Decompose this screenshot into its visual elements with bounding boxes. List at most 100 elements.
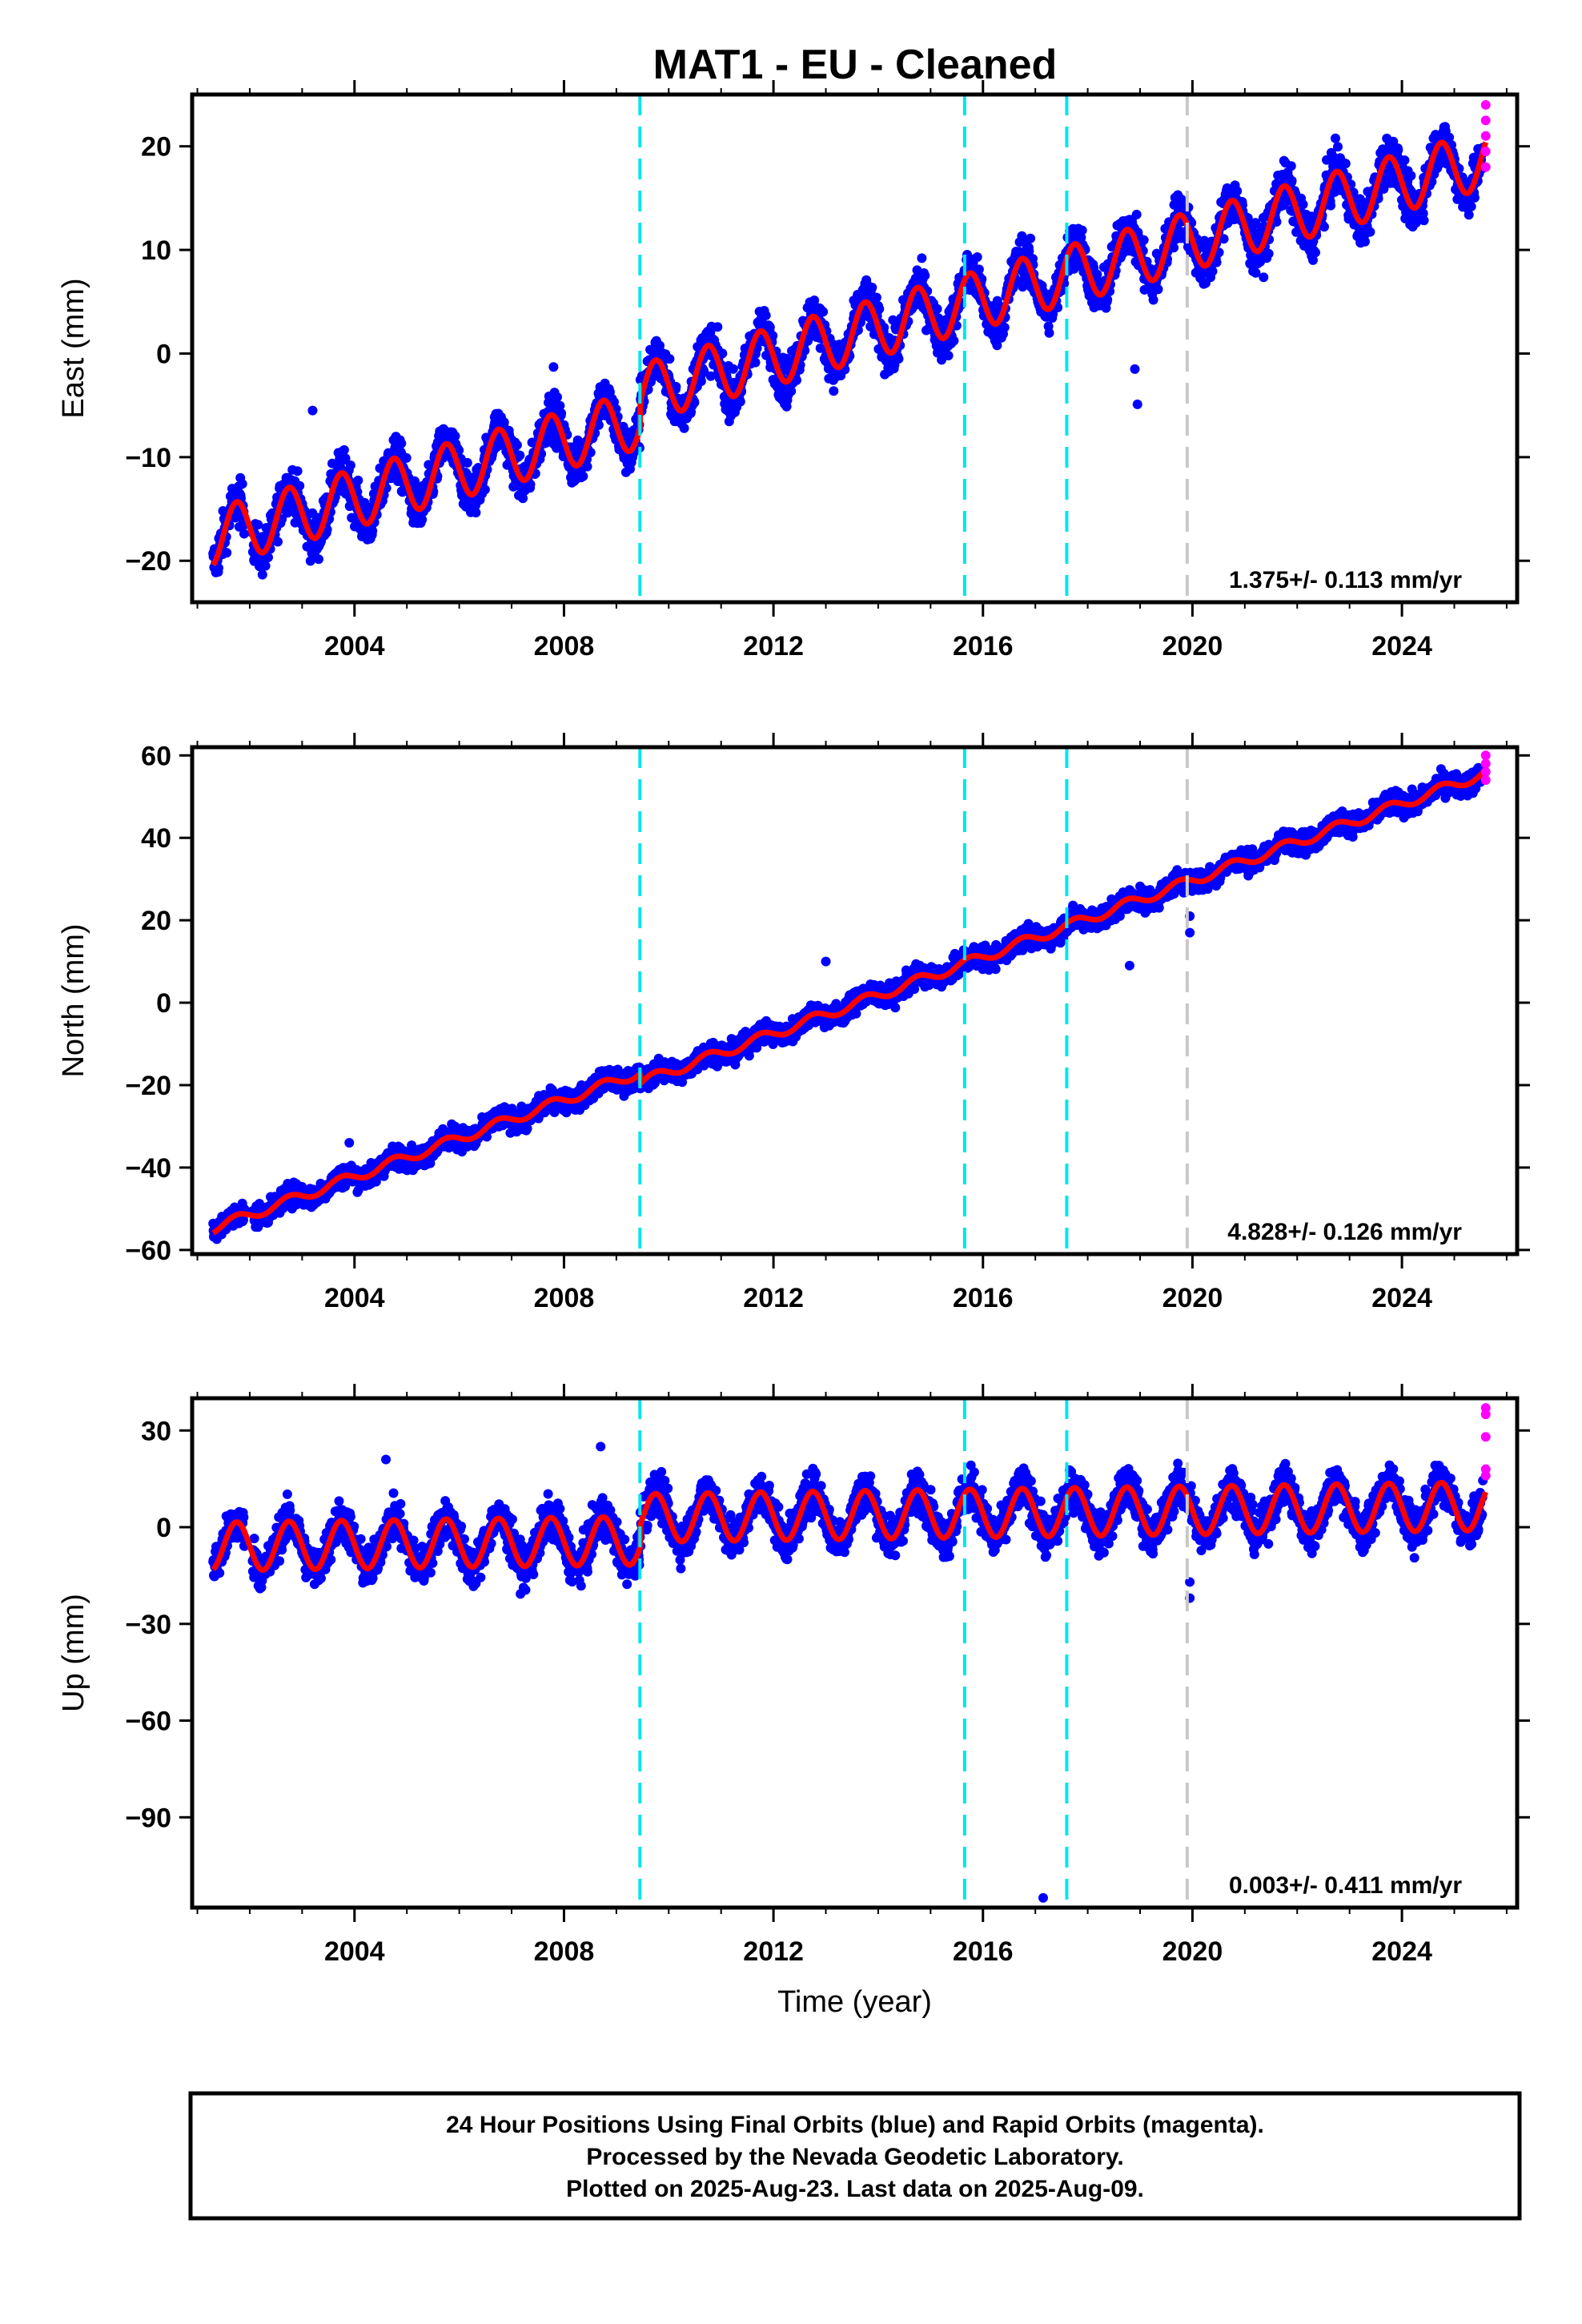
data-point bbox=[1077, 225, 1087, 235]
x-tick-label: 2020 bbox=[1162, 631, 1223, 661]
y-tick-label: −10 bbox=[125, 443, 171, 473]
data-point bbox=[512, 440, 522, 450]
data-point bbox=[480, 485, 490, 495]
data-point bbox=[1287, 175, 1297, 186]
data-point bbox=[1232, 186, 1243, 196]
x-tick-label: 2024 bbox=[1371, 631, 1432, 661]
data-point bbox=[260, 561, 271, 571]
data-point bbox=[582, 461, 592, 472]
x-tick-label: 2008 bbox=[534, 631, 595, 661]
data-point bbox=[871, 292, 881, 303]
x-tick-label: 2024 bbox=[1371, 1283, 1432, 1313]
y-tick-label: −20 bbox=[125, 546, 171, 577]
data-point bbox=[750, 357, 761, 368]
data-point bbox=[1138, 235, 1149, 245]
data-point bbox=[239, 529, 249, 539]
velocity-label: 1.375+/- 0.113 mm/yr bbox=[1229, 567, 1462, 593]
data-point bbox=[401, 452, 412, 463]
x-tick-label: 2020 bbox=[1162, 1283, 1223, 1313]
data-point bbox=[1092, 269, 1102, 279]
data-point bbox=[893, 354, 904, 364]
data-point bbox=[314, 554, 323, 565]
data-point bbox=[920, 271, 930, 281]
data-point bbox=[1319, 222, 1329, 232]
data-point bbox=[1393, 145, 1403, 155]
x-tick-label: 2008 bbox=[534, 1283, 595, 1313]
y-tick-label: 40 bbox=[141, 823, 171, 854]
data-point bbox=[689, 397, 700, 408]
data-point bbox=[728, 364, 738, 374]
data-point bbox=[1326, 200, 1336, 211]
data-point bbox=[1365, 227, 1375, 237]
data-point bbox=[665, 354, 675, 364]
y-tick-label: 0 bbox=[156, 339, 171, 369]
data-point bbox=[735, 396, 745, 407]
data-point bbox=[671, 381, 681, 392]
data-point bbox=[555, 400, 565, 411]
x-tick-label: 2004 bbox=[324, 1283, 385, 1313]
data-point bbox=[1469, 192, 1480, 203]
data-point bbox=[1207, 266, 1218, 276]
data-point bbox=[679, 423, 689, 433]
y-tick-label: 10 bbox=[141, 235, 171, 266]
y-tick-label: −60 bbox=[125, 1236, 171, 1266]
data-point bbox=[1331, 133, 1340, 143]
data-point bbox=[1131, 209, 1142, 219]
data-point bbox=[499, 417, 509, 428]
data-point bbox=[525, 479, 536, 489]
data-point bbox=[696, 376, 706, 386]
data-point bbox=[556, 408, 567, 418]
data-point bbox=[932, 304, 942, 314]
y-axis-label: East (mm) bbox=[57, 278, 90, 418]
y-tick-label: 20 bbox=[141, 132, 171, 163]
outlier-point bbox=[1132, 399, 1142, 409]
x-tick-label: 2016 bbox=[953, 631, 1014, 661]
data-point bbox=[237, 479, 247, 489]
data-point bbox=[367, 526, 378, 536]
data-point bbox=[518, 493, 528, 504]
data-point bbox=[972, 252, 982, 262]
data-point bbox=[818, 307, 829, 317]
data-point bbox=[1153, 284, 1163, 295]
data-point bbox=[1464, 210, 1474, 220]
data-point bbox=[471, 508, 481, 518]
data-point bbox=[1340, 159, 1351, 169]
data-point bbox=[765, 322, 775, 332]
x-tick-label: 2012 bbox=[743, 1283, 804, 1313]
data-point bbox=[339, 444, 349, 455]
data-point bbox=[713, 322, 723, 332]
data-point bbox=[253, 520, 263, 530]
y-tick-label: −20 bbox=[125, 1071, 171, 1101]
data-point bbox=[917, 253, 927, 263]
outlier-point bbox=[307, 405, 318, 416]
data-point bbox=[340, 453, 351, 464]
x-tick-label: 2012 bbox=[743, 631, 804, 661]
data-point bbox=[1044, 328, 1054, 338]
data-point bbox=[1360, 236, 1370, 247]
data-point bbox=[345, 460, 355, 470]
data-point bbox=[761, 310, 771, 320]
x-tick-label: 2004 bbox=[324, 631, 385, 661]
data-point bbox=[655, 340, 665, 351]
y-tick-label: 60 bbox=[141, 741, 171, 771]
plot-frame bbox=[190, 92, 1520, 605]
data-point bbox=[786, 386, 797, 396]
data-point bbox=[515, 450, 525, 460]
data-point bbox=[1406, 171, 1416, 181]
data-point bbox=[829, 386, 839, 396]
y-tick-label: −40 bbox=[125, 1153, 171, 1184]
y-tick-label: 20 bbox=[141, 906, 171, 936]
data-point bbox=[867, 283, 877, 292]
data-point bbox=[305, 556, 315, 566]
y-tick-label: 0 bbox=[156, 988, 171, 1019]
data-point bbox=[1399, 155, 1410, 166]
data-point bbox=[552, 392, 562, 402]
data-point bbox=[214, 563, 223, 573]
data-point bbox=[949, 336, 959, 346]
east-panel: −20 −10 0 10 20 2004 2008 2012 2016 2020 2024 East … bbox=[57, 80, 1530, 661]
rapid-point bbox=[1480, 131, 1491, 141]
plot-area bbox=[208, 99, 1491, 580]
data-point bbox=[999, 322, 1010, 332]
